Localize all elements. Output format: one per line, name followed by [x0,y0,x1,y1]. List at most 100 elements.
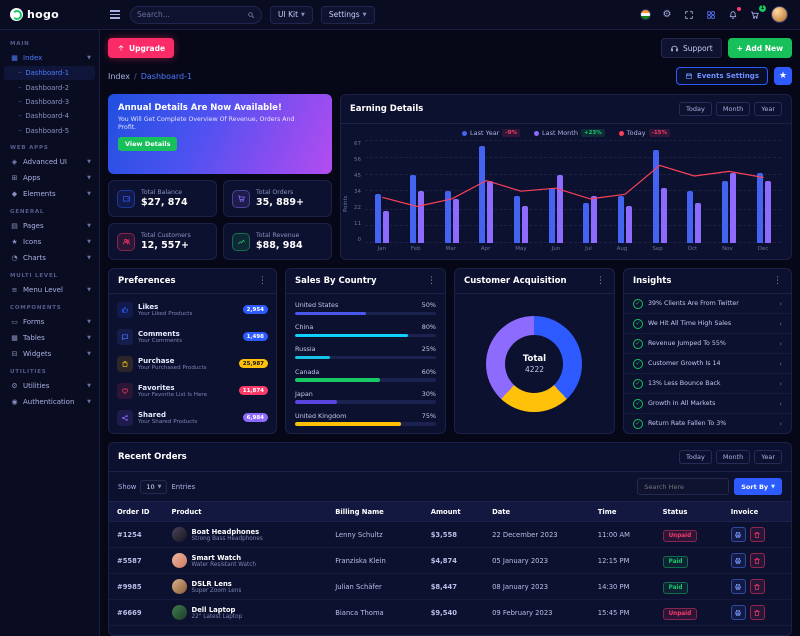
orders-range-today-button[interactable]: Today [679,450,712,464]
earning-range-today-button[interactable]: Today [679,102,712,116]
preference-item-shared[interactable]: Shared Your Shared Products 6,984 [109,404,276,431]
sidebar-subitem-dashboard-1[interactable]: – Dashboard-1 [4,66,95,81]
ui-kit-button[interactable]: UI Kit ▼ [270,5,313,24]
insight-item[interactable]: ✓ We Hit All Time High Sales › [623,314,791,334]
chevron-down-icon: ▼ [87,238,91,245]
bar-last-month [452,198,459,243]
sidebar-subitem-dashboard-3[interactable]: – Dashboard-3 [18,97,70,106]
insight-item[interactable]: ✓ Growth In All Markets › [623,394,791,414]
preference-item-likes[interactable]: Likes Your Liked Products 2,954 [109,296,276,323]
user-avatar[interactable] [771,6,788,23]
card-menu-icon[interactable]: ⋮ [258,275,268,286]
support-button[interactable]: Support [661,38,722,58]
delete-invoice-button[interactable] [749,605,765,620]
sidebar-subitem-dashboard-2[interactable]: – Dashboard-2 [18,83,70,92]
column-header-amount: Amount [422,501,485,522]
chevron-right-icon: › [779,379,782,388]
sidebar-item-utilities[interactable]: ⚙ Utilities ▼ [0,378,99,394]
preference-item-favorites[interactable]: Favorites Your Favorite List Is Here 11,87… [109,377,276,404]
menu-toggle-icon[interactable] [108,8,122,20]
star-button[interactable]: ★ [774,67,792,85]
sidebar-item-icons[interactable]: ★ Icons ▼ [0,234,99,250]
logo[interactable]: hogo [0,8,100,21]
card-menu-icon[interactable]: ⋮ [427,275,436,286]
delete-invoice-button[interactable] [749,553,765,568]
country-percent: 25% [421,345,436,354]
sidebar-item-authentication[interactable]: ◉ Authentication ▼ [0,394,99,410]
menu-level-icon: ≡ [11,285,18,294]
add-new-button[interactable]: + Add New [727,38,792,58]
insight-item[interactable]: ✓ Customer Growth Is 14 › [623,354,791,374]
sidebar-item-index[interactable]: ▦ Index ▼ [0,50,99,66]
sidebar-section-label: WEB APPS [10,144,49,151]
stat-label: Total Balance [141,189,183,196]
sidebar-item-widgets[interactable]: ⊟ Widgets ▼ [0,346,99,362]
insight-item[interactable]: ✓ Revenue Jumped To 55% › [623,334,791,354]
country-name: Japan [295,389,313,398]
amount: $4,874 [422,547,485,574]
insight-item[interactable]: ✓ Return Rate Fallen To 3% › [624,414,791,433]
x-axis-tick: Mar [445,246,456,252]
insight-item[interactable]: ✓ 13% Less Bounce Back › [623,374,791,394]
sidebar-subitem-dashboard-5[interactable]: – Dashboard-5 [18,126,70,135]
sort-by-button[interactable]: Sort By ▼ [734,478,782,495]
bar-last-month [729,172,736,243]
promo-banner: Annual Details Are Now Available! You Wi… [108,94,332,174]
cart-icon[interactable]: 1 [749,4,766,21]
fullscreen-icon[interactable] [683,9,695,21]
sidebar-item-charts[interactable]: ◔ Charts ▼ [0,250,99,266]
flag-icon[interactable] [640,9,651,20]
status-badge: Unpaid [662,607,698,620]
delete-invoice-button[interactable] [749,579,765,594]
stat-card-total-orders: Total Orders 35, 889+ [223,180,332,217]
preference-name: Purchase [138,356,175,365]
legend-badge: -15% [648,129,671,137]
sidebar-subitem-dashboard-4[interactable]: – Dashboard-4 [18,112,70,121]
orders-range-month-button[interactable]: Month [715,450,751,464]
logo-icon [10,8,23,21]
orders-search-input[interactable] [637,478,730,495]
gear-icon[interactable]: ⚙ [662,8,672,20]
entries-select[interactable]: 10 ▼ [140,479,168,494]
events-settings-button[interactable]: Events Settings [675,67,768,85]
order-date: 05 January 2023 [484,547,590,574]
print-invoice-button[interactable] [730,605,746,620]
insight-item[interactable]: ✓ 39% Clients Are From Twitter › [623,294,791,314]
orders-range-year-button[interactable]: Year [754,450,782,464]
earning-range-month-button[interactable]: Month [715,102,751,116]
upgrade-button[interactable]: Upgrade [108,38,175,58]
sidebar-item-pages[interactable]: ▤ Pages ▼ [0,218,99,234]
print-invoice-button[interactable] [730,553,746,568]
sidebar-item-apps[interactable]: ⊞ Apps ▼ [0,170,99,186]
print-invoice-button[interactable] [730,579,746,594]
apps-grid-icon[interactable] [705,9,717,21]
search-icon[interactable] [247,11,255,19]
settings-button[interactable]: Settings ▼ [320,5,375,24]
delete-invoice-button[interactable] [749,527,765,542]
card-menu-icon[interactable]: ⋮ [773,275,782,286]
sidebar-item-tables[interactable]: ▦ Tables ▼ [0,330,99,346]
legend-label: Last Month [541,129,578,137]
progress-track [295,400,436,404]
card-menu-icon[interactable]: ⋮ [595,275,605,286]
preference-badge: 6,984 [242,413,269,422]
insights-card: Insights ⋮ ✓ 39% Clients Are From Twitter… [622,268,792,434]
x-axis-tick: Aug [616,246,628,252]
bell-icon[interactable] [727,6,741,21]
card-title: Earning Details [350,104,424,114]
breadcrumb-root[interactable]: Index [108,71,131,81]
customer-acquisition-card: Customer Acquisition ⋮ Total 4222 [454,268,615,434]
sidebar-item-elements[interactable]: ◆ Elements ▼ [0,186,99,202]
earning-range-year-button[interactable]: Year [754,102,782,116]
preference-item-comments[interactable]: Comments Your Comments 1,498 [109,323,276,350]
preference-item-purchase[interactable]: Purchase Your Purchased Products 25,987 [109,350,276,377]
upgrade-label: Upgrade [129,43,166,53]
sidebar-item-advanced-ui[interactable]: ◈ Advanced UI ▼ [0,154,99,170]
country-row-canada: Canada 60% [286,364,445,386]
search-input[interactable] [137,10,247,19]
sidebar-item-forms[interactable]: ▭ Forms ▼ [0,314,99,330]
print-invoice-button[interactable] [730,527,746,542]
legend-dot-icon [461,130,467,136]
view-details-button[interactable]: View Details [118,136,178,151]
sidebar-item-menu-level[interactable]: ≡ Menu Level ▼ [0,282,99,298]
